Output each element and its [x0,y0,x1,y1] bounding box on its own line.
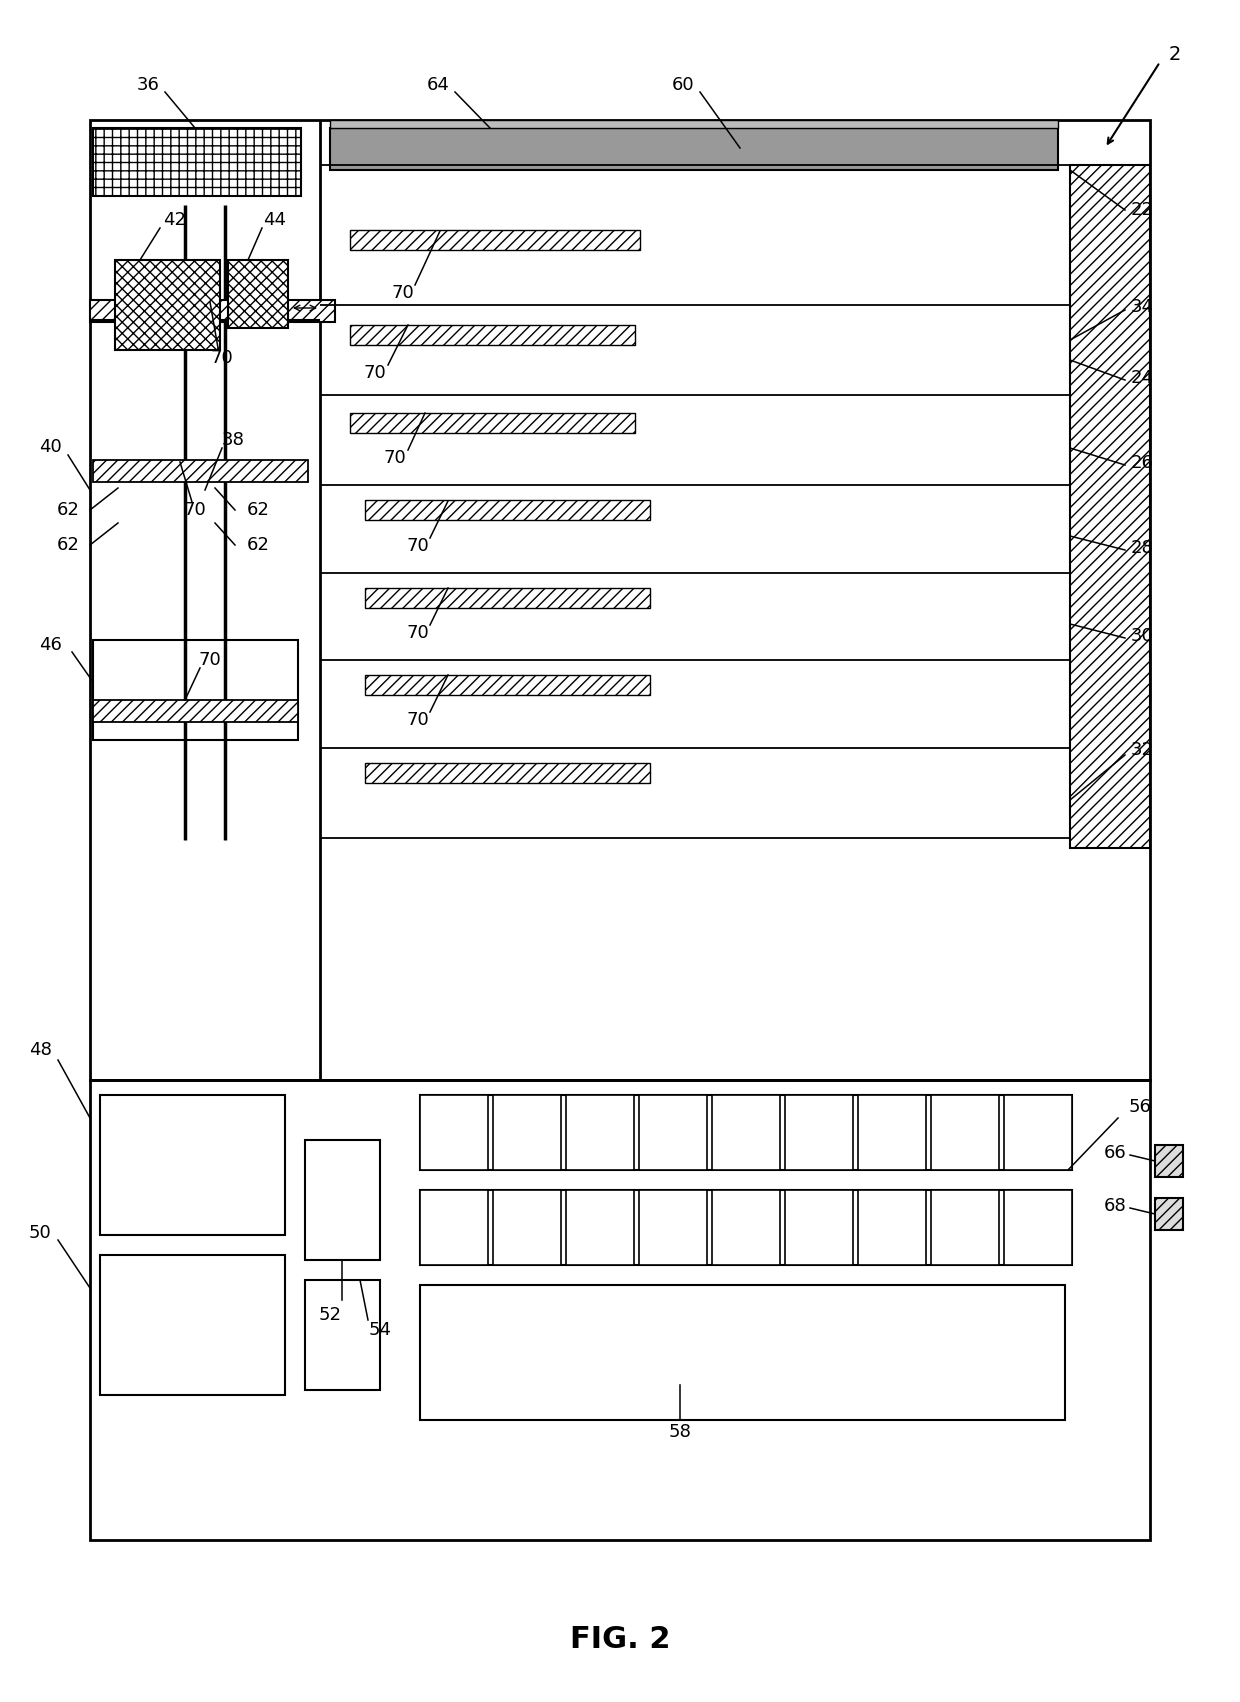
Bar [420,1094,1073,1169]
Bar [91,300,335,322]
Text: 50: 50 [29,1224,51,1242]
Bar [858,1190,926,1265]
Bar [494,1190,560,1265]
Bar [228,260,288,328]
Text: 30: 30 [1131,626,1153,645]
Bar [931,1094,999,1169]
Bar [93,640,298,740]
Text: 70: 70 [211,349,233,368]
Bar [420,1190,1073,1265]
Bar [365,500,650,521]
Bar [93,128,301,196]
Text: 48: 48 [29,1042,51,1059]
Bar [91,1081,1149,1540]
Bar [305,1280,379,1391]
Bar [1154,1198,1183,1231]
Bar [91,121,1149,1081]
Text: 70: 70 [184,500,206,519]
Text: 56: 56 [1128,1098,1152,1117]
Text: 70: 70 [392,284,414,301]
Text: 70: 70 [407,711,429,728]
Text: 38: 38 [222,431,244,449]
Text: 42: 42 [164,211,186,230]
Text: 70: 70 [363,364,387,381]
Bar [712,1094,780,1169]
Bar [785,1190,853,1265]
Text: 60: 60 [672,77,694,94]
Text: 46: 46 [38,637,62,654]
Bar [365,587,650,608]
Text: 24: 24 [1131,369,1153,386]
Text: 34: 34 [1131,298,1153,317]
Bar [365,676,650,694]
Text: 32: 32 [1131,740,1153,759]
Bar [931,1190,999,1265]
Bar [350,230,640,250]
Text: 64: 64 [427,77,449,94]
Bar [350,414,635,432]
Text: 54: 54 [368,1321,392,1339]
Bar [1004,1190,1073,1265]
Text: 66: 66 [1104,1144,1126,1162]
Bar [420,1094,489,1169]
Bar [565,1094,634,1169]
Bar [305,1140,379,1259]
Text: 52: 52 [319,1305,341,1324]
Text: 70: 70 [407,538,429,555]
Bar [494,1094,560,1169]
Text: 58: 58 [668,1423,692,1442]
Text: 40: 40 [38,437,61,456]
Text: 68: 68 [1104,1197,1126,1215]
Bar [785,1094,853,1169]
Text: 62: 62 [57,500,79,519]
Text: 62: 62 [57,536,79,553]
Bar [100,1254,285,1396]
Text: 70: 70 [407,625,429,642]
Text: FIG. 2: FIG. 2 [569,1625,671,1654]
Text: 22: 22 [1131,201,1153,220]
Bar [712,1190,780,1265]
Bar [639,1094,707,1169]
Bar [93,460,308,482]
Bar [330,128,1058,170]
Text: 62: 62 [247,500,269,519]
Text: 70: 70 [198,650,222,669]
Bar [1070,165,1149,848]
Text: 62: 62 [247,536,269,553]
Bar [100,1094,285,1236]
Bar [639,1190,707,1265]
Bar [420,1190,489,1265]
Bar [858,1094,926,1169]
Bar [93,700,298,722]
Text: 44: 44 [263,211,286,230]
Bar [420,1285,1065,1419]
Text: 70: 70 [383,449,407,466]
Text: 28: 28 [1131,540,1153,557]
Bar [1004,1094,1073,1169]
Bar [330,121,1058,128]
Bar [365,762,650,783]
Text: 2: 2 [1169,46,1182,65]
Text: 26: 26 [1131,454,1153,471]
Bar [115,260,219,351]
Bar [350,325,635,346]
Bar [1154,1145,1183,1178]
Text: 36: 36 [136,77,160,94]
Bar [565,1190,634,1265]
